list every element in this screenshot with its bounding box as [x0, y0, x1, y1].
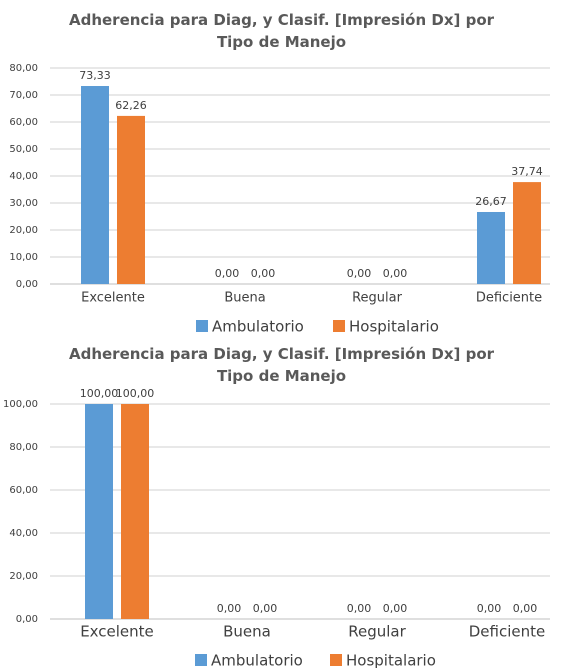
- legend-swatch: [333, 320, 345, 332]
- y-tick-label: 20,00: [9, 571, 38, 582]
- data-label: 0,00: [477, 602, 502, 615]
- legend-label: Hospitalario: [346, 652, 436, 668]
- y-tick-label: 60,00: [9, 485, 38, 496]
- data-label: 0,00: [347, 602, 372, 615]
- y-tick-label: 40,00: [9, 528, 38, 539]
- bar: [85, 404, 113, 619]
- data-label: 0,00: [383, 267, 408, 280]
- y-tick-label: 80,00: [9, 63, 38, 74]
- x-tick-label: Excelente: [80, 623, 154, 641]
- x-tick-label: Excelente: [81, 291, 145, 306]
- bar: [477, 211, 505, 284]
- y-tick-label: 0,00: [16, 279, 38, 290]
- data-label: 73,33: [79, 69, 111, 82]
- data-label: 100,00: [80, 387, 119, 400]
- data-label: 26,67: [475, 195, 507, 208]
- legend-swatch: [195, 654, 207, 666]
- y-tick-label: 100,00: [3, 399, 38, 410]
- data-label: 62,26: [115, 99, 147, 112]
- data-label: 0,00: [347, 267, 372, 280]
- bar: [117, 115, 145, 284]
- y-tick-label: 50,00: [9, 144, 38, 155]
- x-tick-label: Buena: [223, 623, 271, 641]
- legend-label: Hospitalario: [349, 318, 439, 336]
- legend-label: Ambulatorio: [212, 318, 304, 336]
- x-tick-label: Regular: [348, 623, 406, 641]
- chart-title: Adherencia para Diag, y Clasif. [Impresi…: [68, 345, 495, 385]
- chart-title: Adherencia para Diag, y Clasif. [Impresi…: [68, 11, 495, 51]
- y-tick-label: 30,00: [9, 198, 38, 209]
- legend-label: Ambulatorio: [211, 652, 303, 668]
- x-tick-label: Deficiente: [476, 291, 542, 306]
- bar: [121, 404, 149, 619]
- bar: [81, 86, 109, 284]
- data-label: 0,00: [253, 602, 278, 615]
- legend-swatch: [330, 654, 342, 666]
- data-label: 0,00: [215, 267, 240, 280]
- y-tick-label: 10,00: [9, 252, 38, 263]
- x-tick-label: Buena: [224, 291, 265, 306]
- legend-swatch: [196, 320, 208, 332]
- data-label: 37,74: [511, 165, 543, 178]
- bar: [513, 182, 541, 284]
- x-tick-label: Deficiente: [469, 623, 546, 641]
- y-tick-label: 20,00: [9, 225, 38, 236]
- x-tick-label: Regular: [352, 291, 403, 306]
- data-label: 0,00: [513, 602, 538, 615]
- y-tick-label: 40,00: [9, 171, 38, 182]
- y-tick-label: 80,00: [9, 442, 38, 453]
- y-tick-label: 60,00: [9, 117, 38, 128]
- data-label: 0,00: [217, 602, 242, 615]
- data-label: 0,00: [251, 267, 276, 280]
- y-tick-label: 70,00: [9, 90, 38, 101]
- data-label: 100,00: [116, 387, 155, 400]
- data-label: 0,00: [383, 602, 408, 615]
- y-tick-label: 0,00: [16, 614, 38, 625]
